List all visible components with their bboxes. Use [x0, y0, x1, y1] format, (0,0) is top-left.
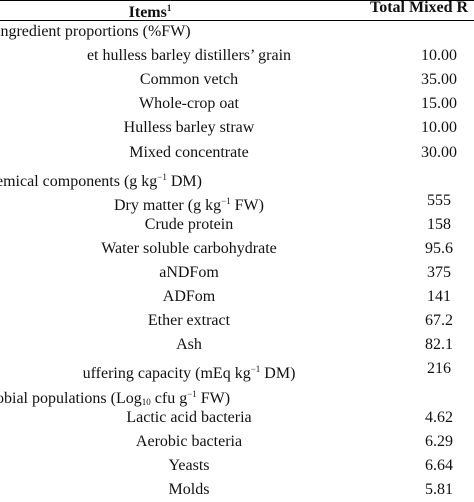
header-items-superscript: 1	[166, 3, 172, 13]
item-value: 35.00	[421, 71, 457, 89]
item-label: Yeasts	[168, 456, 210, 474]
table-top-rule	[0, 0, 474, 1]
item-label: Aerobic bacteria	[135, 432, 243, 450]
item-value: 555	[427, 191, 451, 209]
item-value: 375	[427, 264, 451, 281]
item-label: Ether extract	[147, 312, 231, 330]
table-header: Items1 Total Mixed R	[0, 0, 474, 21]
table-row: aNDFom 375	[0, 261, 474, 285]
item-value: 5.81	[425, 480, 453, 498]
section-label: emical components (g kg−1 DM)	[0, 171, 202, 190]
header-items: Items1	[0, 0, 300, 25]
item-value: 30.00	[421, 143, 457, 161]
table-row: uffering capacity (mEq kg−1 DM) 216	[0, 357, 474, 382]
table-row: Hulless barley straw 10.00	[0, 116, 474, 140]
table-row: Water soluble carbohydrate 95.6	[0, 237, 474, 261]
item-label: Water soluble carbohydrate	[101, 239, 277, 257]
table-row: Dry matter (g kg−1 FW) 555	[0, 189, 474, 214]
table-row: Lactic acid bacteria 4.62	[0, 406, 474, 430]
item-label: uffering capacity (mEq kg−1 DM)	[82, 364, 296, 383]
item-label: Crude protein	[144, 215, 234, 233]
item-value: 4.62	[425, 408, 453, 426]
section-row: obial populations (Log10 cfu g−1 FW)	[0, 382, 474, 407]
table-row: Ash 82.1	[0, 333, 474, 357]
section-label: ingredient proportions (%FW)	[0, 23, 191, 40]
item-value: 82.1	[425, 336, 453, 354]
table-row: Yeasts 6.64	[0, 454, 474, 478]
item-label: aNDFom	[159, 264, 219, 281]
item-value: 95.6	[425, 239, 453, 257]
table-row: Aerobic bacteria 6.29	[0, 430, 474, 454]
item-value: 10.00	[421, 47, 457, 65]
header-items-label: Items	[128, 4, 167, 21]
section-row: emical components (g kg−1 DM)	[0, 165, 474, 190]
header-rule	[0, 20, 474, 21]
table-row: Crude protein 158	[0, 213, 474, 237]
table-row: Molds 5.81	[0, 478, 474, 502]
item-value: 141	[427, 288, 451, 306]
item-value: 15.00	[421, 95, 457, 113]
item-label: Lactic acid bacteria	[126, 408, 252, 426]
item-value: 67.2	[425, 312, 453, 330]
table-row: Common vetch 35.00	[0, 68, 474, 92]
item-label: Common vetch	[139, 71, 239, 89]
item-value: 6.29	[425, 432, 453, 450]
item-value: 10.00	[421, 119, 457, 137]
item-label: Hulless barley straw	[123, 119, 255, 137]
item-value: 158	[427, 215, 451, 233]
item-value: 6.64	[425, 456, 453, 474]
item-label: Mixed concentrate	[129, 143, 249, 161]
table-row: et hulless barley distillers’ grain 10.00	[0, 44, 474, 68]
item-label: et hulless barley distillers’ grain	[86, 47, 292, 65]
item-label: Ash	[176, 336, 202, 354]
item-value: 216	[427, 360, 451, 378]
table-row: ADFom 141	[0, 285, 474, 309]
section-label: obial populations (Log10 cfu g−1 FW)	[0, 388, 231, 407]
item-label: Molds	[168, 480, 210, 498]
section-row: ingredient proportions (%FW)	[0, 20, 474, 44]
item-label: ADFom	[162, 288, 216, 306]
table-row: Ether extract 67.2	[0, 309, 474, 333]
header-value-label: Total Mixed R	[370, 0, 469, 16]
item-label: Dry matter (g kg−1 FW)	[114, 195, 264, 214]
table-row: Whole-crop oat 15.00	[0, 92, 474, 116]
table-row: Mixed concentrate 30.00	[0, 141, 474, 165]
item-label: Whole-crop oat	[139, 95, 239, 113]
